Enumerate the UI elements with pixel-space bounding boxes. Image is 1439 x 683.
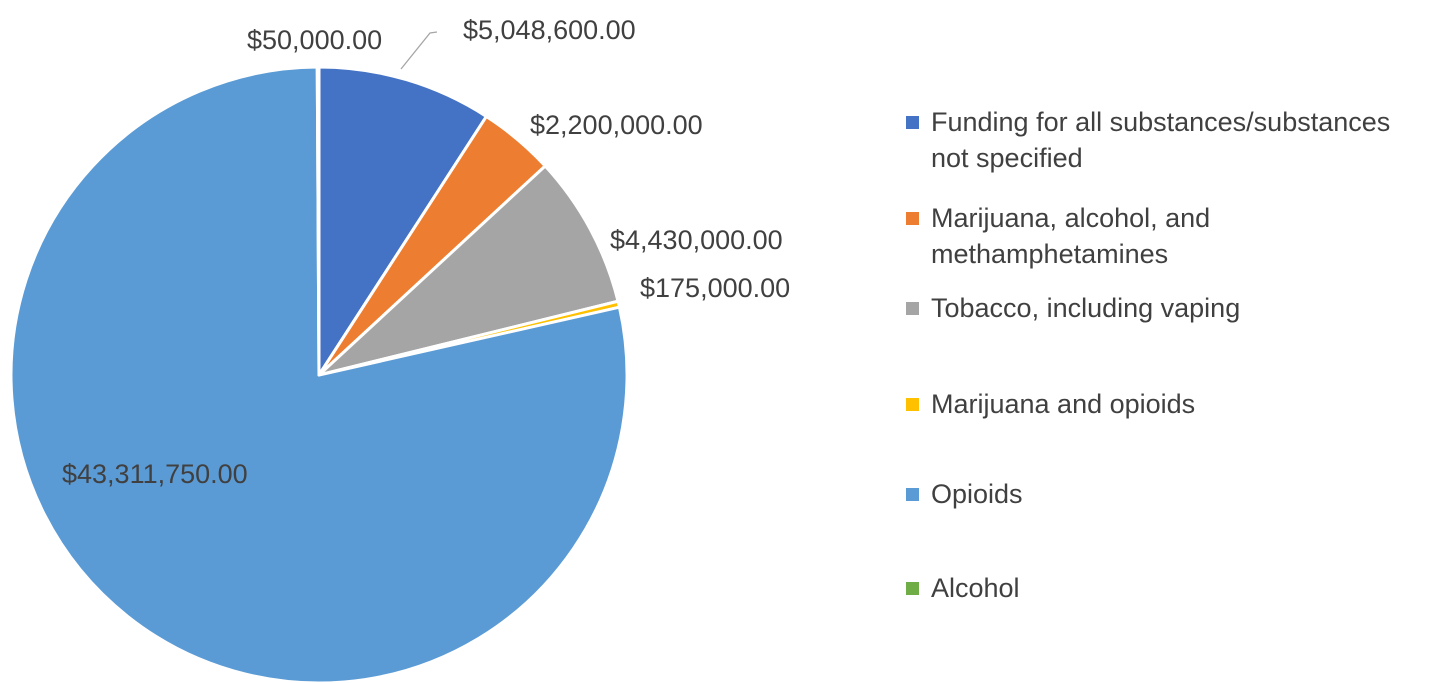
data-label: $175,000.00 bbox=[640, 273, 790, 303]
legend-label: Marijuana, alcohol, and methamphetamines bbox=[931, 203, 1211, 269]
legend-swatch bbox=[906, 582, 919, 595]
legend-swatch bbox=[906, 116, 919, 129]
pie-slice bbox=[317, 65, 488, 377]
pie-slice bbox=[315, 65, 321, 377]
pie-slice bbox=[317, 164, 620, 377]
data-label: $4,430,000.00 bbox=[610, 225, 783, 255]
legend-label: Alcohol bbox=[931, 573, 1020, 603]
legend-label: Tobacco, including vaping bbox=[931, 293, 1241, 323]
data-label: $2,200,000.00 bbox=[530, 110, 703, 140]
data-label: $43,311,750.00 bbox=[62, 459, 248, 489]
legend-item: Tobacco, including vaping bbox=[906, 290, 1426, 326]
data-label: $5,048,600.00 bbox=[463, 15, 636, 45]
legend-swatch bbox=[906, 488, 919, 501]
legend-item: Marijuana, alcohol, and methamphetamines bbox=[906, 200, 1426, 272]
legend-item: Opioids bbox=[906, 476, 1426, 512]
data-label: $50,000.00 bbox=[247, 25, 382, 55]
leader-line bbox=[400, 31, 438, 70]
pie-slices bbox=[9, 65, 629, 683]
legend-label: Funding for all substances/substances no… bbox=[931, 107, 1391, 173]
data-labels: $5,048,600.00 $2,200,000.00 $4,430,000.00 $… bbox=[62, 15, 790, 489]
legend-label: Opioids bbox=[931, 479, 1023, 509]
leader-lines bbox=[400, 31, 438, 70]
legend-item: Marijuana and opioids bbox=[906, 386, 1426, 422]
legend-label: Marijuana and opioids bbox=[931, 389, 1196, 419]
legend-swatch bbox=[906, 302, 919, 315]
legend-item: Funding for all substances/substances no… bbox=[906, 104, 1426, 176]
legend-swatch bbox=[906, 212, 919, 225]
legend-item: Alcohol bbox=[906, 570, 1426, 606]
legend-swatch bbox=[906, 398, 919, 411]
